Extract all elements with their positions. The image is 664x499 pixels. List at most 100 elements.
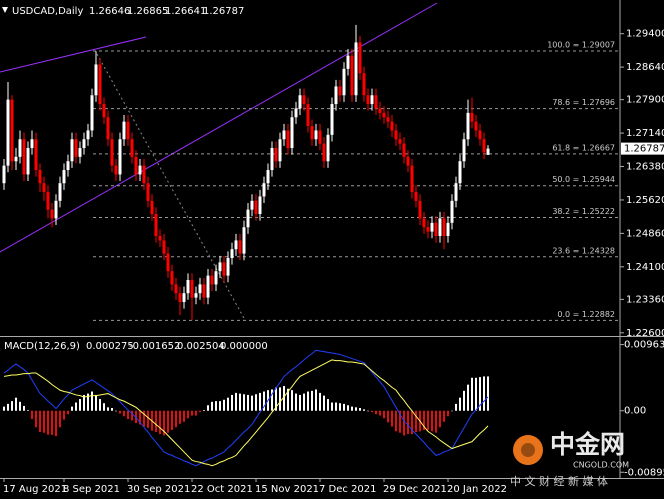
trend-line [0,2,438,253]
histogram-bar [367,410,369,412]
histogram-bar [47,410,49,435]
histogram-bar [87,393,89,411]
candle-body [202,284,206,298]
candle-body [322,143,326,162]
candle-body [406,156,410,166]
histogram-bar [127,410,129,419]
histogram-bar [247,394,249,411]
histogram-bar [195,410,197,416]
histogram-bar [475,377,477,411]
candle-body [342,68,346,96]
histogram-bar [471,377,473,411]
histogram-bar [155,410,157,433]
y-tick-label: -0.008955 [624,467,664,478]
histogram-bar [55,410,57,437]
histogram-bar [463,390,465,411]
candle-body [454,183,458,201]
histogram-bar [403,410,405,436]
candle-body [282,130,286,140]
histogram-bar [139,410,141,425]
histogram-bar [3,406,5,411]
histogram-bar [119,410,121,414]
histogram-bar [91,391,93,411]
candle-body [306,104,310,127]
candle-body [466,112,470,140]
histogram-bar [427,410,429,430]
candle-body [330,104,334,135]
histogram-bar [383,410,385,419]
candle-body [422,218,426,228]
candle-body [374,95,378,109]
candle-body [274,148,278,162]
histogram-bar [435,410,437,433]
candle-body [62,170,66,184]
candle-body [162,240,166,254]
histogram-bar [239,393,241,411]
histogram-bar [207,405,209,411]
y-tick-label: 1.26380 [626,162,664,173]
x-tick-label: 29 Dec 2021 [383,484,447,495]
candle-body [158,236,162,241]
fibo-trend [96,53,246,321]
histogram-bar [115,410,117,412]
histogram-bar [379,410,381,416]
macd-line [3,359,489,467]
header-high: 1.26865 [127,6,168,17]
candle-body [6,99,10,166]
header-low: 1.26641 [165,6,206,17]
fibo-label: 38.2 = 1.25222 [552,207,615,216]
trend-line [0,36,147,73]
histogram-bar [443,410,445,422]
y-tick-label: 1.22600 [626,328,664,339]
candle-body [110,139,114,166]
candle-body [482,139,486,153]
histogram-bar [399,410,401,433]
histogram-bar [371,410,373,413]
candle-body [22,139,26,175]
candle-body [254,200,258,215]
candle-body [206,275,210,298]
candle-body [150,200,154,215]
histogram-bar [75,402,77,411]
macd-header-value: 0.000275 [86,341,134,352]
histogram-bar [183,410,185,422]
fibo-label: 100.0 = 1.29007 [547,40,615,49]
candle-body [426,227,430,232]
histogram-bar [323,395,325,411]
candle-body [46,192,50,210]
candle-body [362,73,366,96]
histogram-bar [407,410,409,435]
watermark-slogan: 中 文 财 经 新 媒 体 [510,474,608,488]
y-tick-label: 0.009633 [624,340,664,351]
candle-body [402,143,406,157]
histogram-bar [251,395,253,411]
watermark-site: CNGOLD.COM [573,461,629,470]
histogram-bar [391,410,393,427]
candle-body [54,200,58,219]
candle-body [302,95,306,105]
candle-body [10,99,14,162]
candle-body [250,200,254,210]
histogram-bar [167,410,169,433]
histogram-bar [283,386,285,411]
histogram-bar [331,402,333,411]
histogram-bar [227,397,229,411]
candle-body [198,284,202,294]
histogram-bar [163,410,165,436]
histogram-bar [63,410,65,420]
histogram-bar [143,410,145,427]
macd-title: MACD(12,26,9) [4,341,80,352]
candle-body [290,117,294,149]
candle-body [130,139,134,157]
x-tick-label: 22 Oct 2021 [191,484,253,495]
histogram-bar [275,387,277,411]
candle-body [338,86,342,96]
histogram-bar [123,410,125,417]
candle-body [2,165,6,184]
candle-body [114,165,118,175]
macd-header-value: 0.002504 [177,341,225,352]
histogram-bar [23,405,25,411]
x-tick-label: 30 Sep 2021 [127,484,190,495]
histogram-bar [291,390,293,411]
